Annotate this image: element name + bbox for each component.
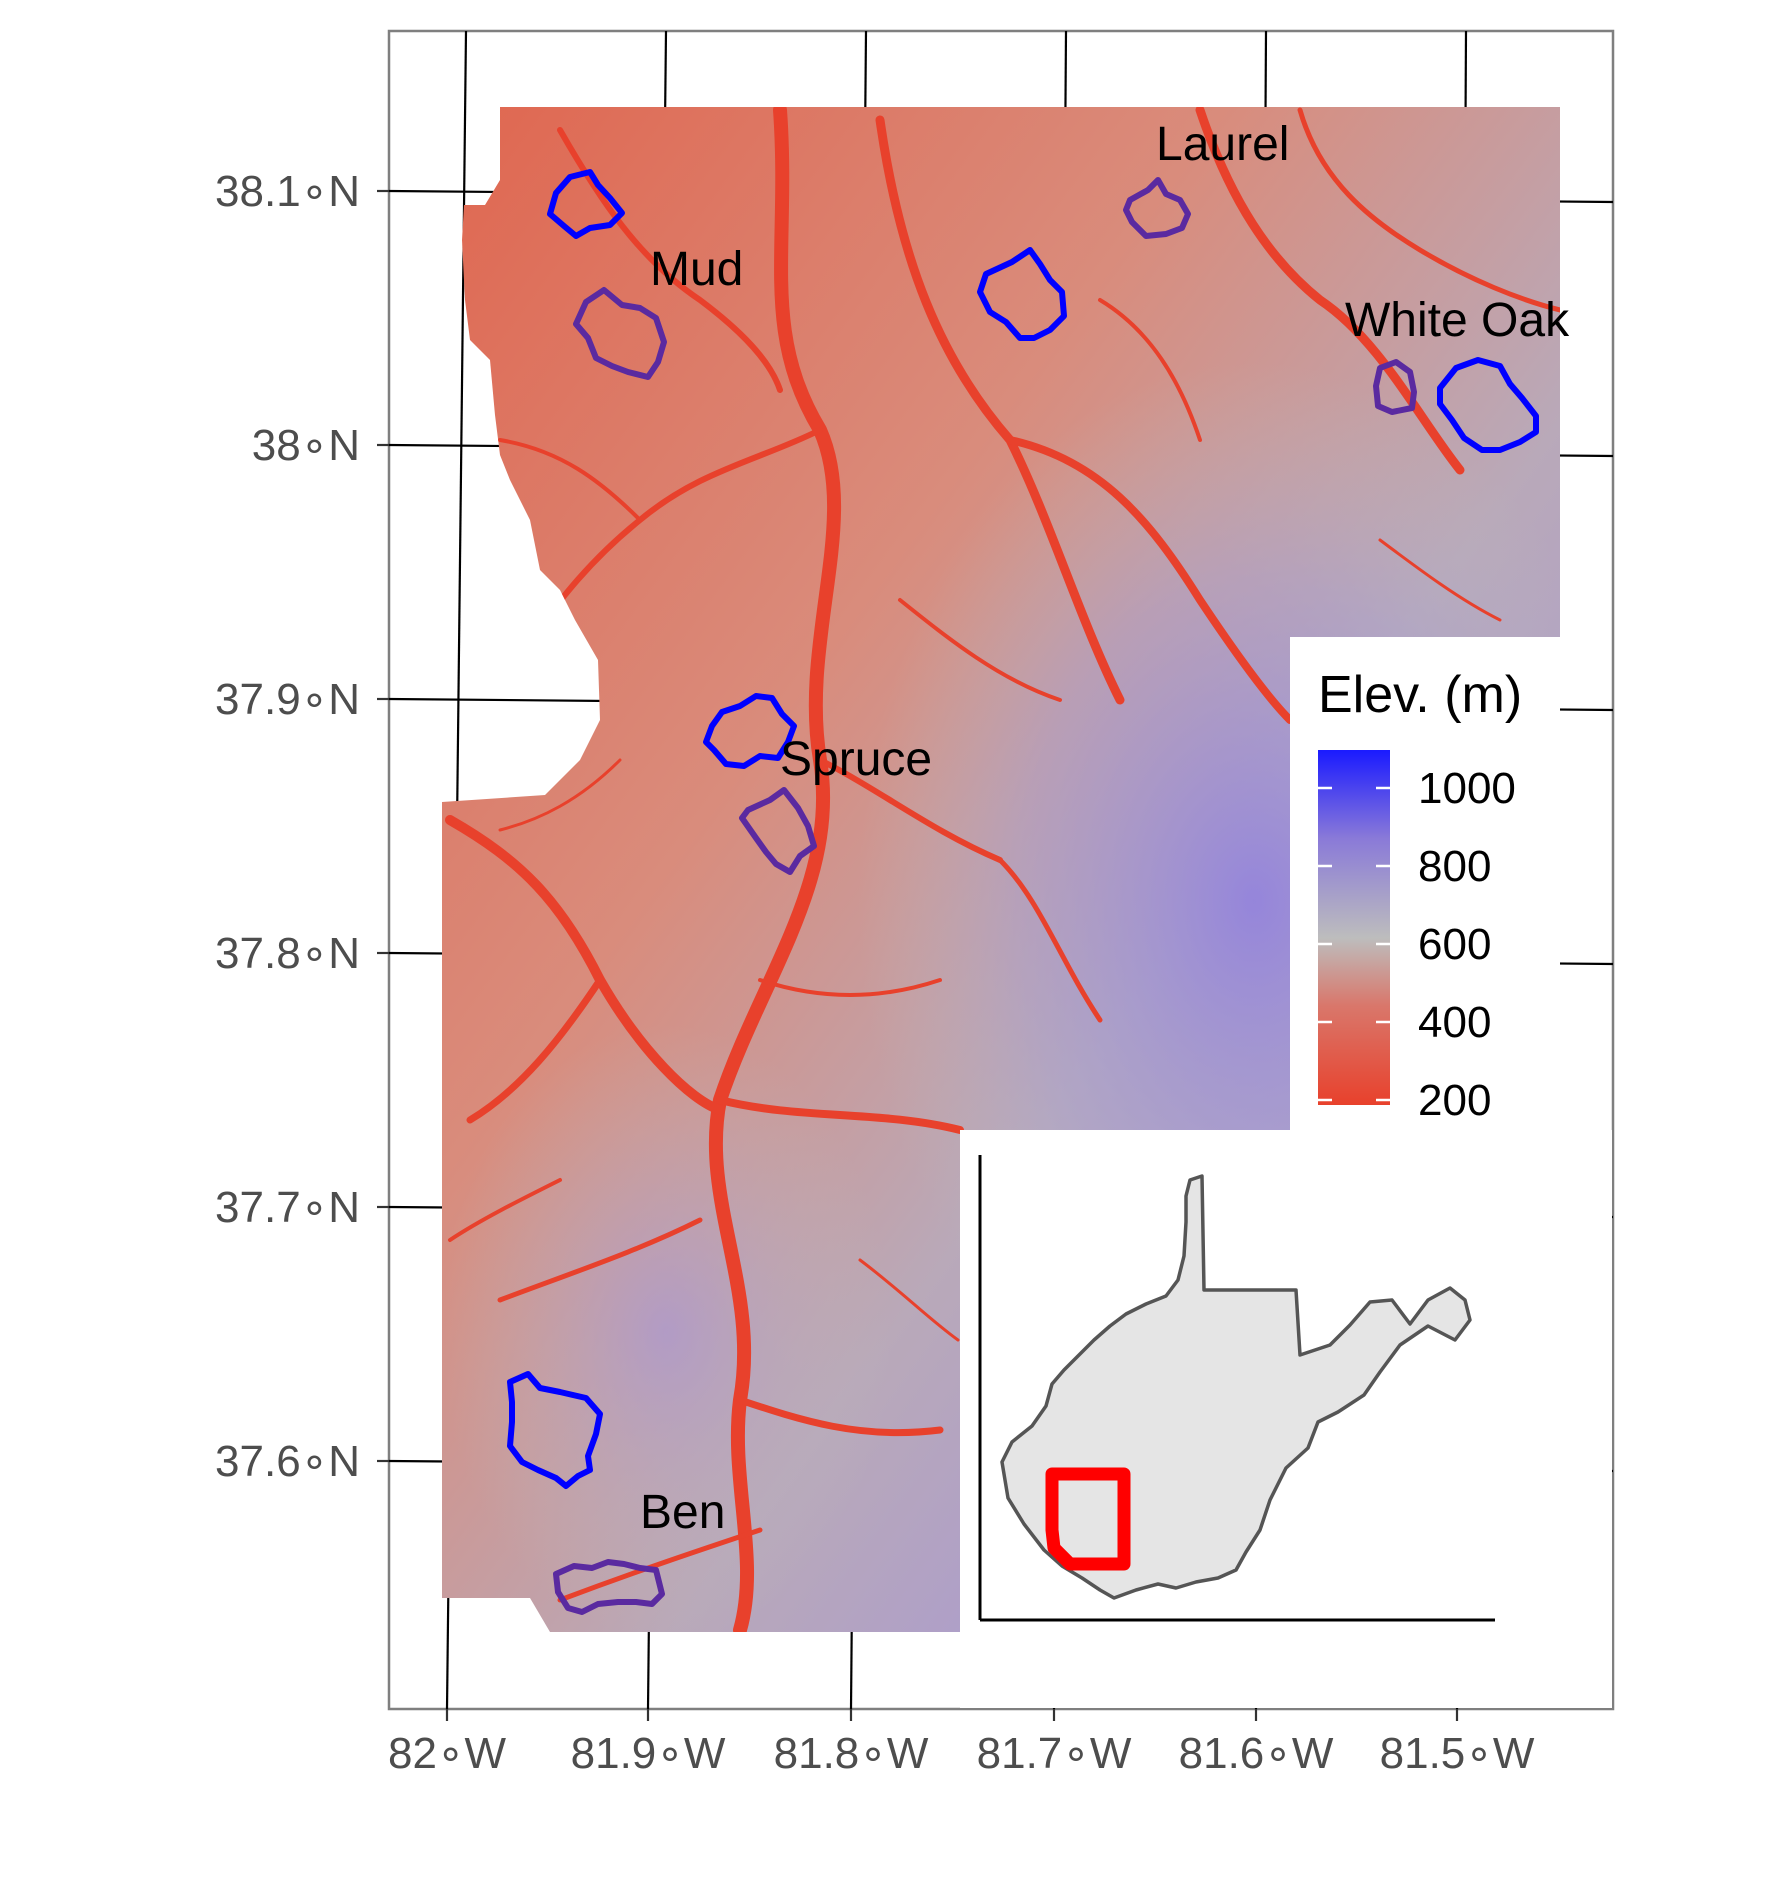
reference-watershed-ben: [507, 1371, 603, 1489]
legend-tick-label: 600: [1418, 920, 1491, 969]
mined-watershed-spruce: [739, 787, 817, 875]
y-tick-label: 38.1∘N: [215, 167, 360, 216]
y-tick-label: 37.6∘N: [215, 1437, 360, 1486]
watershed-label-mud: Mud: [650, 243, 743, 296]
mined-watershed-white-oak: [1373, 359, 1417, 415]
mined-watershed-ben: [553, 1559, 665, 1615]
legend-tick-label: 800: [1418, 842, 1491, 891]
inset-locator-map: [960, 1130, 1612, 1708]
reference-watershed-laurel-west: [977, 247, 1067, 341]
watershed-label-laurel: Laurel: [1156, 118, 1289, 171]
elevation-legend: Elev. (m) 1000 800 600 400 200: [1290, 637, 1560, 1130]
legend-tick-label: 200: [1418, 1076, 1491, 1125]
study-area-box: [1045, 1467, 1131, 1571]
y-tick-label: 37.8∘N: [215, 929, 360, 978]
reference-watershed-white-oak: [1437, 357, 1539, 453]
legend-tick-label: 1000: [1418, 764, 1516, 813]
legend-tick-label: 400: [1418, 998, 1491, 1047]
reference-watershed-spruce: [703, 693, 797, 769]
legend-title: Elev. (m): [1318, 666, 1522, 724]
x-tick-label: 81.9∘W: [571, 1729, 726, 1778]
watershed-label-white-oak: White Oak: [1345, 294, 1570, 347]
watershed-boundaries: [507, 169, 1539, 1615]
mined-watershed-mud: [573, 287, 667, 380]
y-axis: 38.1∘N 38∘N 37.9∘N 37.8∘N 37.7∘N 37.6∘N: [215, 167, 389, 1486]
y-tick-label: 38∘N: [252, 421, 360, 470]
watershed-label-ben: Ben: [640, 1486, 725, 1539]
x-axis: 82∘W 81.9∘W 81.8∘W 81.7∘W 81.6∘W 81.5∘W: [388, 1709, 1535, 1778]
reference-watershed-mud-north: [547, 169, 625, 239]
x-tick-label: 82∘W: [388, 1729, 506, 1778]
y-tick-label: 37.7∘N: [215, 1183, 360, 1232]
x-tick-label: 81.5∘W: [1380, 1729, 1535, 1778]
x-tick-label: 81.6∘W: [1179, 1729, 1334, 1778]
legend-colorbar: [1318, 750, 1390, 1105]
mined-watershed-laurel: [1123, 177, 1191, 239]
y-tick-label: 37.9∘N: [215, 675, 360, 724]
stream-network: [445, 107, 1560, 1632]
x-tick-label: 81.7∘W: [977, 1729, 1132, 1778]
watershed-label-spruce: Spruce: [780, 733, 932, 786]
watershed-labels: Laurel Mud White Oak Spruce Ben: [640, 118, 1570, 1539]
x-tick-label: 81.8∘W: [774, 1729, 929, 1778]
